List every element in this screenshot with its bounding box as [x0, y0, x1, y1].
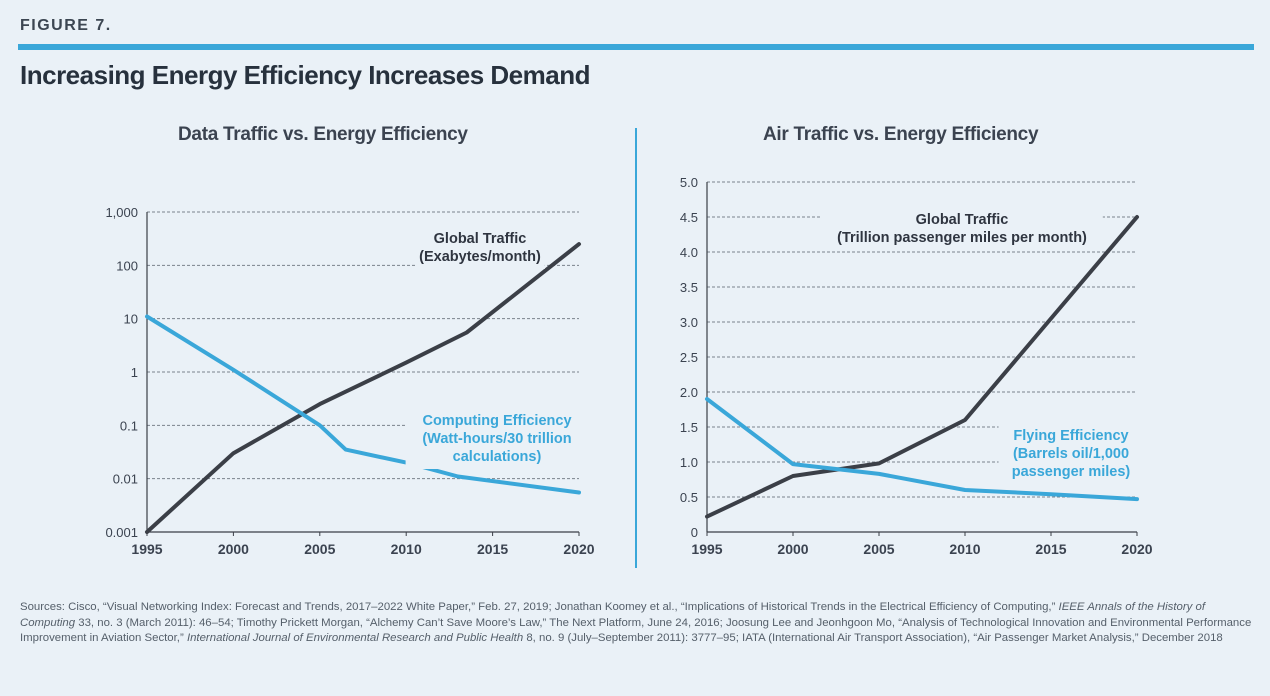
sources-journal-1: IEEE Annals of the History of Computing: [20, 601, 1206, 629]
series-label-background: [405, 411, 589, 469]
y-tick-label: 2.5: [680, 350, 698, 365]
series-line-global-traffic: [705, 215, 1139, 519]
y-tick-label: 0.5: [680, 490, 698, 505]
figure-title: Increasing Energy Efficiency Increases D…: [20, 60, 590, 90]
sources-note: Sources: Cisco, “Visual Networking Index…: [20, 600, 1255, 647]
y-tick-label: 4.0: [680, 245, 698, 260]
y-tick-label: 2.0: [680, 385, 698, 400]
y-tick-label: 0: [691, 525, 698, 540]
x-tick-label: 2015: [1035, 541, 1066, 557]
x-tick-label: 2010: [391, 541, 422, 557]
series-line-flying-efficiency: [705, 397, 1139, 502]
series-line-computing-efficiency: [145, 314, 581, 495]
series-label: Computing Efficiency: [422, 413, 571, 429]
y-tick-label: 0.001: [105, 525, 138, 540]
y-tick-label: 3.0: [680, 315, 698, 330]
y-tick-label: 1: [131, 365, 138, 380]
x-tick-label: 2015: [477, 541, 508, 557]
y-tick-label: 100: [116, 258, 138, 273]
sources-text-2: 33, no. 3 (March 2011): 46–54; Timothy P…: [20, 616, 1252, 645]
series-line-global-traffic: [145, 242, 581, 534]
series-label: (Barrels oil/1,000: [1013, 446, 1129, 462]
series-label: (Watt-hours/30 trillion: [422, 431, 571, 447]
series-label: calculations): [453, 449, 542, 465]
y-tick-label: 1,000: [105, 205, 138, 220]
chart-title-data-traffic: Data Traffic vs. Energy Efficiency: [178, 124, 468, 145]
series-label: Global Traffic: [434, 231, 527, 247]
series-label: passenger miles): [1012, 464, 1131, 480]
series-label: Global Traffic: [916, 212, 1009, 228]
series-label-background: [821, 210, 1103, 250]
y-tick-label: 0.1: [120, 418, 138, 433]
sources-text-3: 8, no. 9 (July–September 2011): 3777–95;…: [523, 632, 1223, 644]
series-label-background: [998, 426, 1144, 484]
series-label: (Trillion passenger miles per month): [837, 230, 1087, 246]
header-rule: [18, 44, 1254, 50]
chart-divider: [635, 128, 637, 568]
x-tick-label: 2010: [949, 541, 980, 557]
series-label: Flying Efficiency: [1013, 428, 1128, 444]
y-tick-label: 5.0: [680, 175, 698, 190]
x-tick-label: 2020: [563, 541, 594, 557]
chart-title-air-traffic: Air Traffic vs. Energy Efficiency: [763, 124, 1039, 145]
y-tick-label: 1.0: [680, 455, 698, 470]
x-tick-label: 1995: [691, 541, 722, 557]
figure-label: FIGURE 7.: [20, 17, 112, 34]
x-tick-label: 2000: [218, 541, 249, 557]
x-tick-label: 2005: [863, 541, 894, 557]
y-tick-label: 1.5: [680, 420, 698, 435]
sources-text-1: Sources: Cisco, “Visual Networking Index…: [20, 601, 1059, 613]
series-label: (Exabytes/month): [419, 249, 541, 265]
y-tick-label: 4.5: [680, 210, 698, 225]
x-tick-label: 2020: [1121, 541, 1152, 557]
y-tick-label: 3.5: [680, 280, 698, 295]
y-tick-label: 10: [124, 312, 138, 327]
sources-journal-2: International Journal of Environmental R…: [186, 632, 524, 644]
x-tick-label: 2000: [777, 541, 808, 557]
x-tick-label: 1995: [131, 541, 162, 557]
x-tick-label: 2005: [304, 541, 335, 557]
series-label-background: [415, 229, 545, 269]
y-tick-label: 0.01: [113, 472, 138, 487]
